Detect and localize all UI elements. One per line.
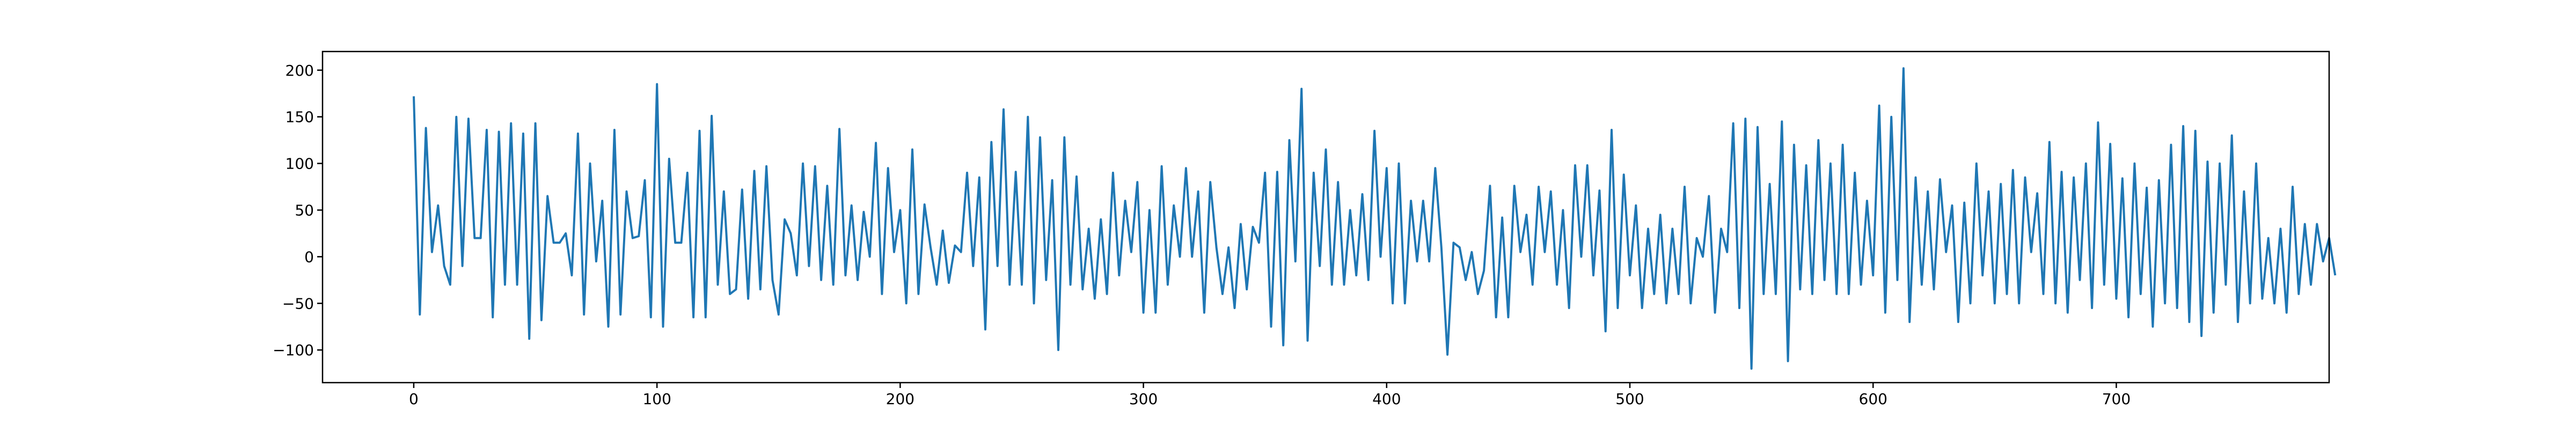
y-tick-label: 150	[286, 108, 314, 126]
y-tick-label: 100	[286, 155, 314, 173]
x-tick-label: 200	[886, 390, 914, 408]
y-tick-label: −50	[282, 295, 314, 312]
y-tick-label: 50	[295, 201, 314, 219]
x-tick-label: 500	[1615, 390, 1644, 408]
x-tick-label: 700	[2102, 390, 2131, 408]
series-line	[413, 67, 2337, 370]
y-axis: −100 −50 0 50 100 150 200	[273, 62, 323, 359]
plot-frame	[321, 50, 2330, 384]
x-tick-label: 300	[1129, 390, 1158, 408]
y-tick-label: 200	[286, 62, 314, 79]
x-tick-label: 100	[642, 390, 671, 408]
x-tick-label: 400	[1372, 390, 1401, 408]
y-tick-label: −100	[273, 341, 314, 359]
x-axis: 0 100 200 300 400 500 600 700	[409, 383, 2131, 408]
x-tick-label: 0	[409, 390, 419, 408]
x-tick-label: 600	[1859, 390, 1887, 408]
series-layer	[413, 67, 2337, 370]
y-tick-label: 0	[304, 248, 314, 266]
